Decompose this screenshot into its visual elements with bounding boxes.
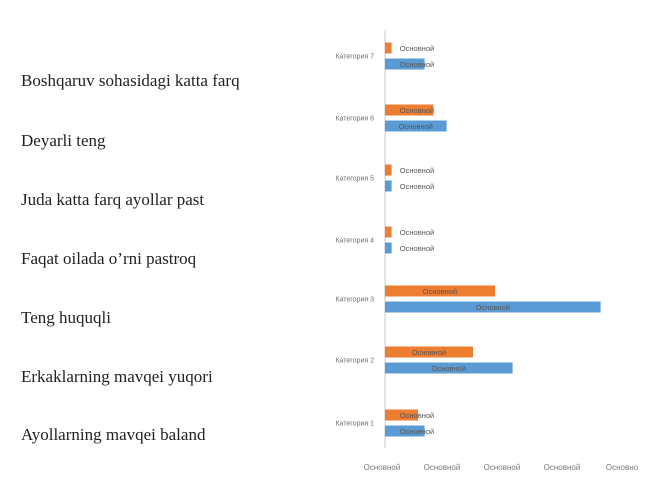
x-tick-label-1: Основной [364, 463, 401, 472]
bar-s1-c5 [385, 285, 495, 297]
category-label-1: Категория 7 [335, 54, 374, 61]
bar-s2-c5 [385, 301, 601, 313]
data-label-s1-c4: Основной [400, 228, 434, 237]
bar-s1-c1 [385, 42, 392, 54]
x-tick-label-2: Основной [424, 463, 461, 472]
data-label-s2-c4: Основной [400, 244, 434, 253]
bar-s2-c6 [385, 362, 513, 374]
data-label-s1-c1: Основной [400, 44, 434, 53]
category-label-4: Категория 4 [335, 238, 374, 245]
x-tick-label-4: Основной [544, 463, 581, 472]
data-label-s2-c1: Основной [400, 60, 434, 69]
bar-s1-c2 [385, 104, 434, 116]
data-label-s1-c5: Основной [423, 287, 457, 296]
bar-s2-c3 [385, 180, 392, 192]
x-tick-label-5: Основно [606, 463, 639, 472]
left-label-2: Deyarli teng [21, 131, 106, 150]
data-label-s2-c7: Основной [400, 427, 434, 436]
x-tick-label-3: Основной [484, 463, 521, 472]
left-label-7: Ayollarning mavqei baland [21, 425, 206, 444]
left-label-5: Teng huquqli [21, 308, 111, 327]
left-label-3: Juda katta farq ayollar past [21, 190, 205, 209]
data-label-s1-c2: Основной [400, 106, 434, 115]
category-label-3: Категория 5 [335, 176, 374, 183]
bar-s1-c7 [385, 409, 418, 421]
left-label-6: Erkaklarning mavqei yuqori [21, 367, 213, 386]
bar-s1-c4 [385, 226, 392, 238]
data-label-s1-c7: Основной [400, 411, 434, 420]
category-label-7: Категория 1 [335, 421, 374, 428]
data-label-s2-c2: Основной [399, 122, 433, 131]
data-label-s2-c3: Основной [400, 182, 434, 191]
bar-s1-c3 [385, 164, 392, 176]
data-label-s1-c6: Основной [412, 348, 446, 357]
bar-s2-c1 [385, 58, 425, 70]
left-label-4: Faqat oilada o’rni pastroq [21, 249, 197, 268]
bar-s2-c2 [385, 120, 447, 132]
data-label-s2-c6: Основной [432, 364, 466, 373]
category-label-2: Категория 6 [335, 116, 374, 123]
bar-s2-c7 [385, 425, 425, 437]
bar-s1-c6 [385, 346, 473, 358]
data-label-s2-c5: Основной [476, 303, 510, 312]
left-label-1: Boshqaruv sohasidagi katta farq [21, 71, 240, 90]
data-label-s1-c3: Основной [400, 166, 434, 175]
category-label-5: Категория 3 [335, 297, 374, 304]
category-label-6: Категория 2 [335, 358, 374, 365]
bar-s2-c4 [385, 242, 392, 254]
